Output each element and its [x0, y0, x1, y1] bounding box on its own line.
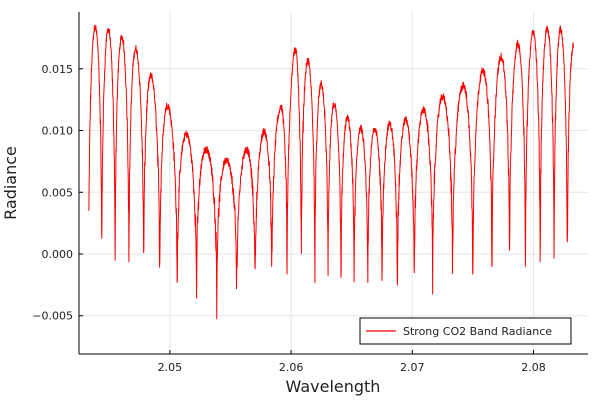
x-axis-title: Wavelength	[286, 377, 381, 396]
series-layer	[88, 24, 574, 320]
y-tick-label: 0.010	[42, 125, 74, 138]
y-tick-label: 0.005	[42, 186, 74, 199]
x-tick-label: 2.06	[279, 361, 304, 374]
y-tick-label: 0.015	[42, 63, 74, 76]
x-tick-label: 2.07	[400, 361, 425, 374]
y-ticks: −0.005 0.000 0.005 0.010 0.015	[32, 63, 83, 323]
legend-label: Strong CO2 Band Radiance	[403, 325, 552, 338]
legend: Strong CO2 Band Radiance	[359, 317, 572, 345]
y-tick-label: −0.005	[32, 310, 73, 323]
grid-layer	[79, 12, 588, 354]
x-tick-label: 2.08	[521, 361, 546, 374]
x-tick-label: 2.05	[158, 361, 183, 374]
series-line-strong-co2-band-radiance	[88, 24, 574, 320]
x-ticks: 2.05 2.06 2.07 2.08	[158, 350, 546, 374]
y-axis-title: Radiance	[1, 146, 20, 220]
y-tick-label: 0.000	[42, 248, 74, 261]
